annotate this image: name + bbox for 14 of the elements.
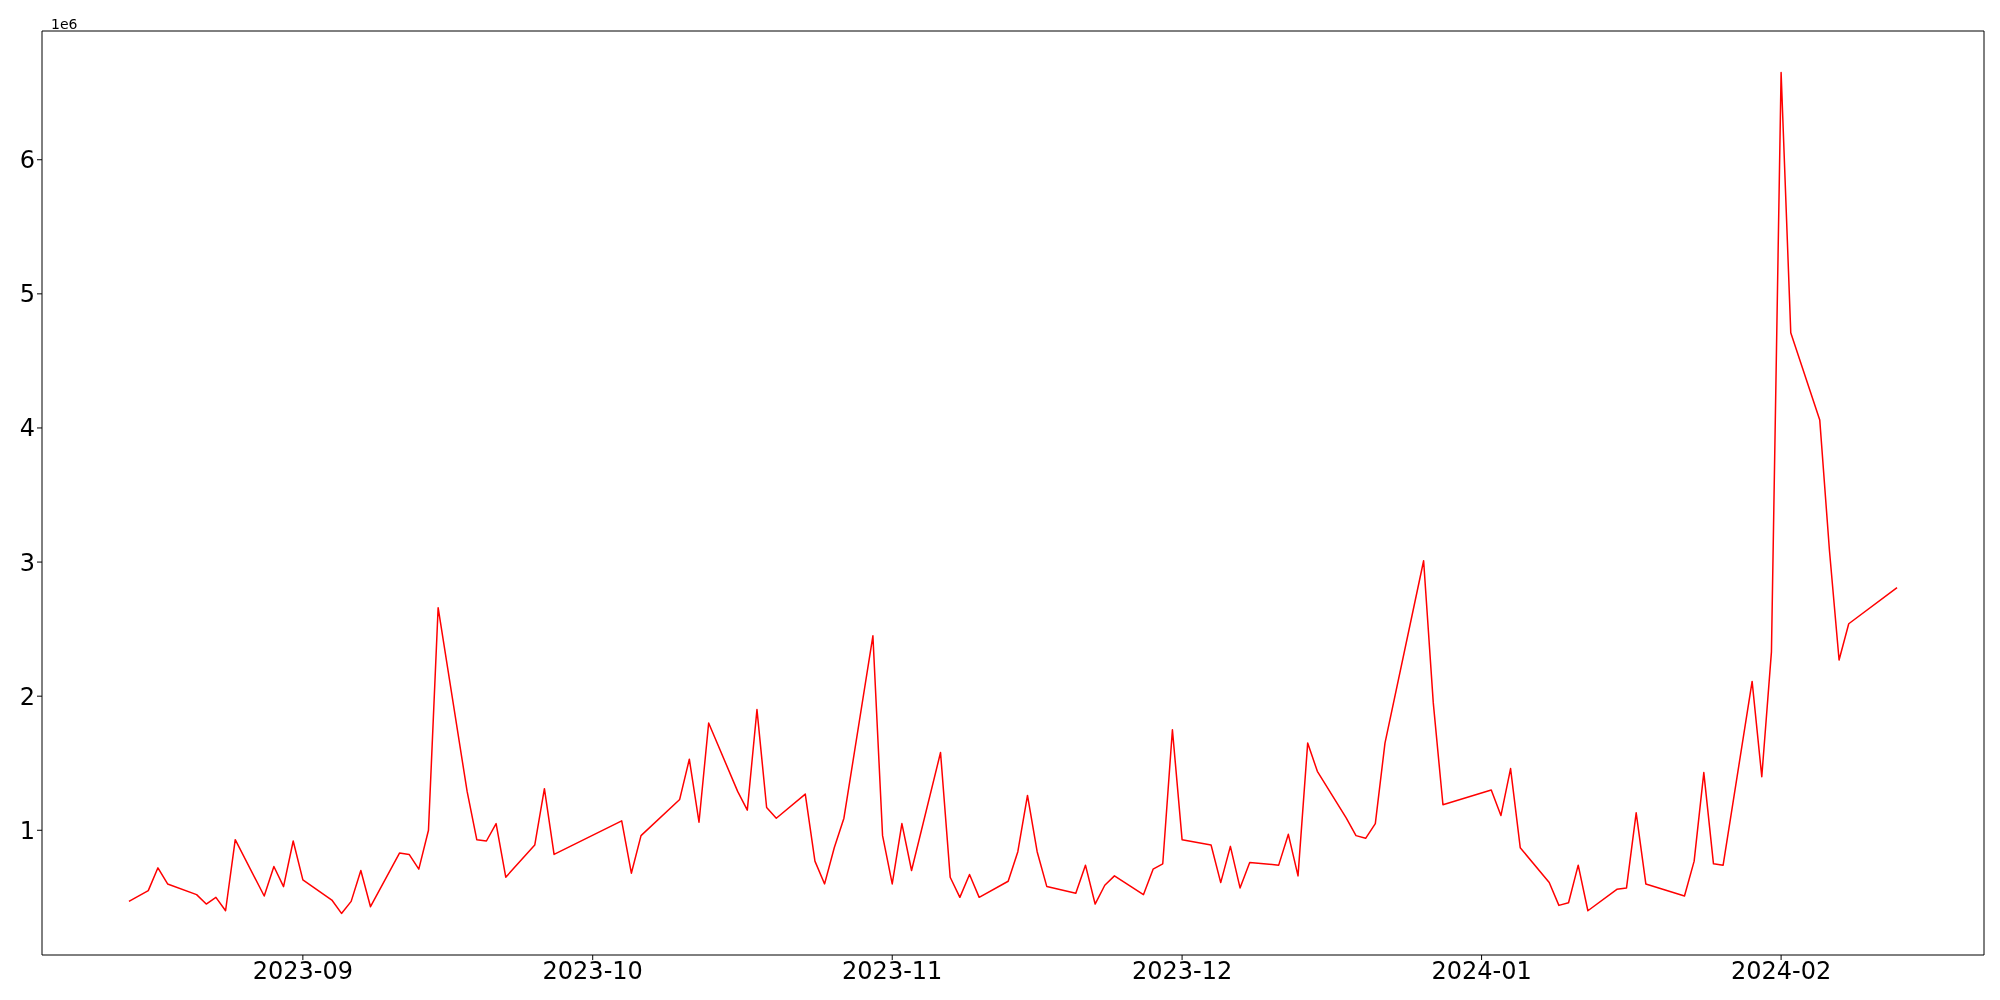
y-tick-label: 2 [19,682,35,711]
y-tick-label: 4 [19,414,35,443]
x-tick-label: 2024-02 [1730,957,1832,986]
annotation: 1e6 [51,16,78,32]
x-tick-label: 2024-01 [1431,957,1532,986]
y-tick-label: 6 [19,146,35,175]
y-tick-label: 5 [19,280,35,309]
line-series [128,71,1898,915]
x-tick-label: 2023-11 [842,957,943,986]
y-tick-label: 3 [19,548,35,577]
x-tick-label: 2023-10 [542,957,643,986]
x-tick-label: 2023-09 [252,957,354,986]
y-tick-label: 1 [19,816,35,845]
x-tick-label: 2023-12 [1131,957,1233,986]
